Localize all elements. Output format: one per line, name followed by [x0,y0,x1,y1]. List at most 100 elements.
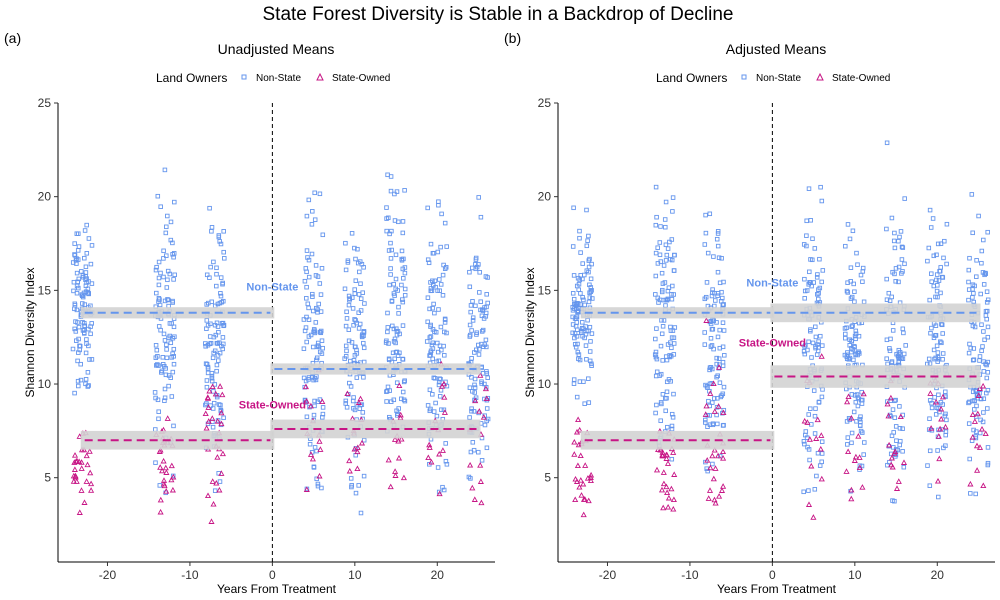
point-non-state [971,291,976,296]
point-non-state [349,231,355,236]
point-non-state [803,432,808,438]
point-state-owned [585,497,592,504]
point-non-state [388,399,394,404]
point-non-state [425,403,431,408]
point-state-owned [392,472,399,478]
point-non-state [897,442,902,448]
point-non-state [900,426,905,431]
point-non-state [343,354,349,359]
point-non-state [934,252,939,258]
point-non-state [306,334,312,339]
x-tick-label: 0 [269,568,276,582]
point-state-owned [387,483,394,490]
point-non-state [900,326,906,332]
point-non-state [167,321,173,326]
point-non-state [467,334,473,339]
point-non-state [970,282,976,287]
point-non-state [79,269,84,274]
point-non-state [705,424,710,429]
point-non-state [671,391,676,397]
point-state-owned [302,383,309,390]
point-non-state [670,195,676,200]
point-non-state [483,310,489,316]
point-state-owned [888,454,895,461]
point-non-state [720,423,726,428]
point-non-state [972,398,977,403]
point-state-owned [818,353,825,359]
point-non-state [163,230,169,236]
point-state-owned [928,425,935,431]
point-non-state [939,321,944,327]
point-non-state [572,335,577,341]
point-state-owned [711,408,718,414]
point-non-state [439,211,444,217]
point-non-state [162,398,167,403]
point-non-state [344,309,349,315]
point-non-state [484,418,489,424]
point-non-state [985,334,991,340]
point-state-owned [81,499,88,505]
data-points [570,140,991,520]
point-state-owned [969,411,976,418]
point-non-state [658,418,663,423]
point-non-state [314,476,319,482]
point-non-state [467,385,473,390]
point-non-state [480,371,486,376]
point-non-state [974,274,979,279]
point-non-state [571,296,577,302]
point-non-state [944,221,950,227]
point-state-owned [938,405,945,412]
point-non-state [714,374,719,380]
legend-title: Land Owners [656,71,727,85]
point-non-state [849,430,855,436]
point-non-state [577,235,582,241]
point-non-state [317,349,323,355]
point-non-state [161,274,166,280]
point-state-owned [572,475,579,482]
point-non-state [222,256,227,261]
point-state-owned [355,399,362,405]
point-state-owned [72,473,79,480]
point-non-state [939,340,944,346]
point-non-state [721,384,727,390]
point-non-state [353,318,358,323]
point-non-state [442,220,448,226]
point-non-state [385,384,391,390]
point-state-owned [477,478,484,484]
point-non-state [656,300,661,305]
point-non-state [214,340,220,346]
point-non-state [938,241,944,246]
point-state-owned [218,420,225,427]
point-non-state [653,292,658,297]
point-non-state [574,320,580,325]
point-non-state [720,391,726,397]
point-state-owned [218,409,225,416]
point-non-state [314,357,319,363]
point-state-owned [70,478,77,484]
point-state-owned [208,518,215,524]
point-non-state [160,362,166,367]
x-tick-label: -10 [181,568,199,582]
point-non-state [442,353,447,358]
point-non-state [977,358,982,363]
point-non-state [306,257,312,263]
y-tick-label: 5 [44,471,51,485]
point-non-state [156,324,162,329]
point-non-state [346,302,352,308]
point-non-state [164,342,169,348]
point-non-state [203,341,208,346]
point-non-state [984,390,989,396]
point-non-state [901,464,907,470]
point-state-owned [80,446,88,453]
point-non-state [170,351,175,356]
point-non-state [356,483,361,488]
point-non-state [170,298,175,304]
point-non-state [845,352,851,358]
point-non-state [361,375,366,380]
point-non-state [401,379,407,385]
point-non-state [931,253,937,259]
y-tick-label: 20 [538,190,552,204]
point-state-owned [975,392,982,398]
point-non-state [428,288,434,294]
point-state-owned [856,454,863,460]
